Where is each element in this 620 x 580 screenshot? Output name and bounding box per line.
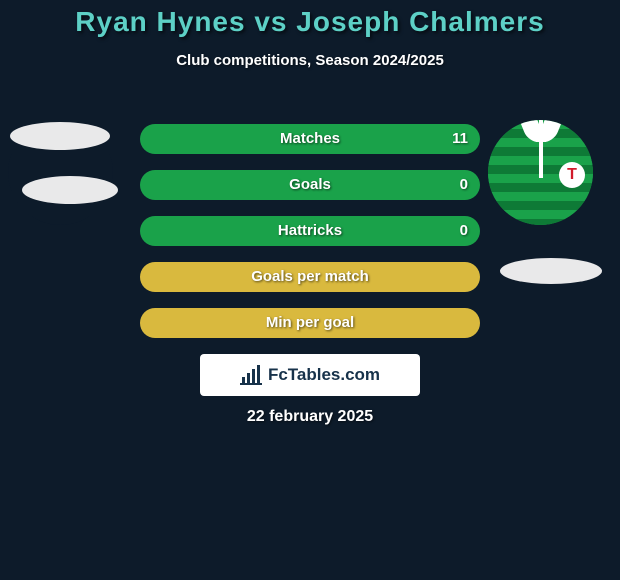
stat-value-right: 11 bbox=[452, 124, 468, 154]
stat-label: Goals bbox=[140, 170, 480, 200]
stat-row-hattricks: Hattricks0 bbox=[140, 216, 480, 246]
jersey-badge-letter: T bbox=[567, 166, 577, 184]
stat-row-min-per-goal: Min per goal bbox=[140, 308, 480, 338]
stat-value-right: 0 bbox=[460, 216, 468, 246]
fctables-logo: FcTables.com bbox=[200, 354, 420, 396]
stat-label: Min per goal bbox=[140, 308, 480, 338]
stat-label: Hattricks bbox=[140, 216, 480, 246]
jersey-badge: T bbox=[559, 162, 585, 188]
stat-value-right: 0 bbox=[460, 170, 468, 200]
stat-row-goals-per-match: Goals per match bbox=[140, 262, 480, 292]
comparison-subtitle: Club competitions, Season 2024/2025 bbox=[0, 52, 620, 69]
stat-label: Matches bbox=[140, 124, 480, 154]
player-right-avatar: T bbox=[488, 120, 593, 225]
player-left-placeholder-2 bbox=[22, 176, 118, 204]
comparison-bars: Matches11Goals0Hattricks0Goals per match… bbox=[140, 124, 480, 354]
stat-label: Goals per match bbox=[140, 262, 480, 292]
player-left-placeholder-1 bbox=[10, 122, 110, 150]
bar-chart-icon bbox=[240, 365, 262, 385]
stat-row-goals: Goals0 bbox=[140, 170, 480, 200]
comparison-title: Ryan Hynes vs Joseph Chalmers bbox=[0, 0, 620, 38]
player-right-placeholder bbox=[500, 258, 602, 284]
fctables-logo-text: FcTables.com bbox=[268, 365, 380, 385]
snapshot-date: 22 february 2025 bbox=[0, 408, 620, 426]
stat-row-matches: Matches11 bbox=[140, 124, 480, 154]
